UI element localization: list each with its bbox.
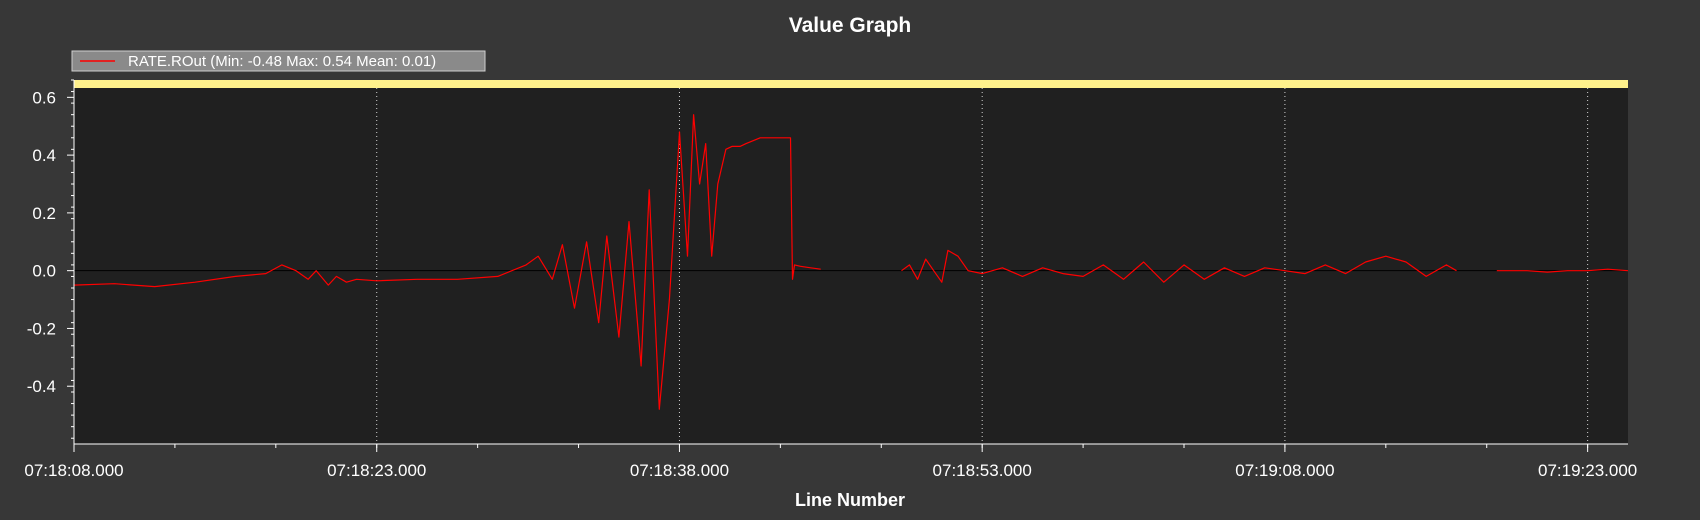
x-tick-label: 07:18:53.000 bbox=[933, 461, 1032, 480]
x-tick-label: 07:18:08.000 bbox=[24, 461, 123, 480]
top-highlight-band bbox=[74, 80, 1628, 88]
x-tick-label: 07:18:38.000 bbox=[630, 461, 729, 480]
legend: RATE.ROut (Min: -0.48 Max: 0.54 Mean: 0.… bbox=[71, 50, 486, 72]
x-tick-label: 07:19:08.000 bbox=[1235, 461, 1334, 480]
y-tick-label: -0.4 bbox=[27, 377, 56, 396]
series-layer bbox=[73, 114, 1629, 410]
y-tick-label: -0.2 bbox=[27, 319, 56, 338]
legend-series-label: RATE.ROut (Min: -0.48 Max: 0.54 Mean: 0.… bbox=[128, 53, 436, 70]
y-tick-label: 0.4 bbox=[32, 146, 56, 165]
series-line-segment bbox=[73, 114, 821, 410]
y-tick-label: 0.0 bbox=[32, 262, 56, 281]
axes: 0.6 0.4 0.2 0.0 -0.2 -0.4 07:18:08.000 07:18:23… bbox=[24, 79, 1637, 480]
grid-lines bbox=[74, 88, 1628, 444]
legend-box bbox=[71, 50, 486, 72]
x-tick-label: 07:18:23.000 bbox=[327, 461, 426, 480]
plot-background bbox=[74, 80, 1628, 444]
series-line-segment bbox=[901, 249, 1457, 283]
series-line-segment bbox=[1496, 268, 1629, 273]
y-tick-label: 0.2 bbox=[32, 204, 56, 223]
chart-title: Value Graph bbox=[789, 14, 912, 37]
x-axis-title: Line Number bbox=[795, 490, 905, 510]
plot-area bbox=[74, 80, 1628, 444]
x-tick-label: 07:19:23.000 bbox=[1538, 461, 1637, 480]
y-tick-label: 0.6 bbox=[32, 88, 56, 107]
